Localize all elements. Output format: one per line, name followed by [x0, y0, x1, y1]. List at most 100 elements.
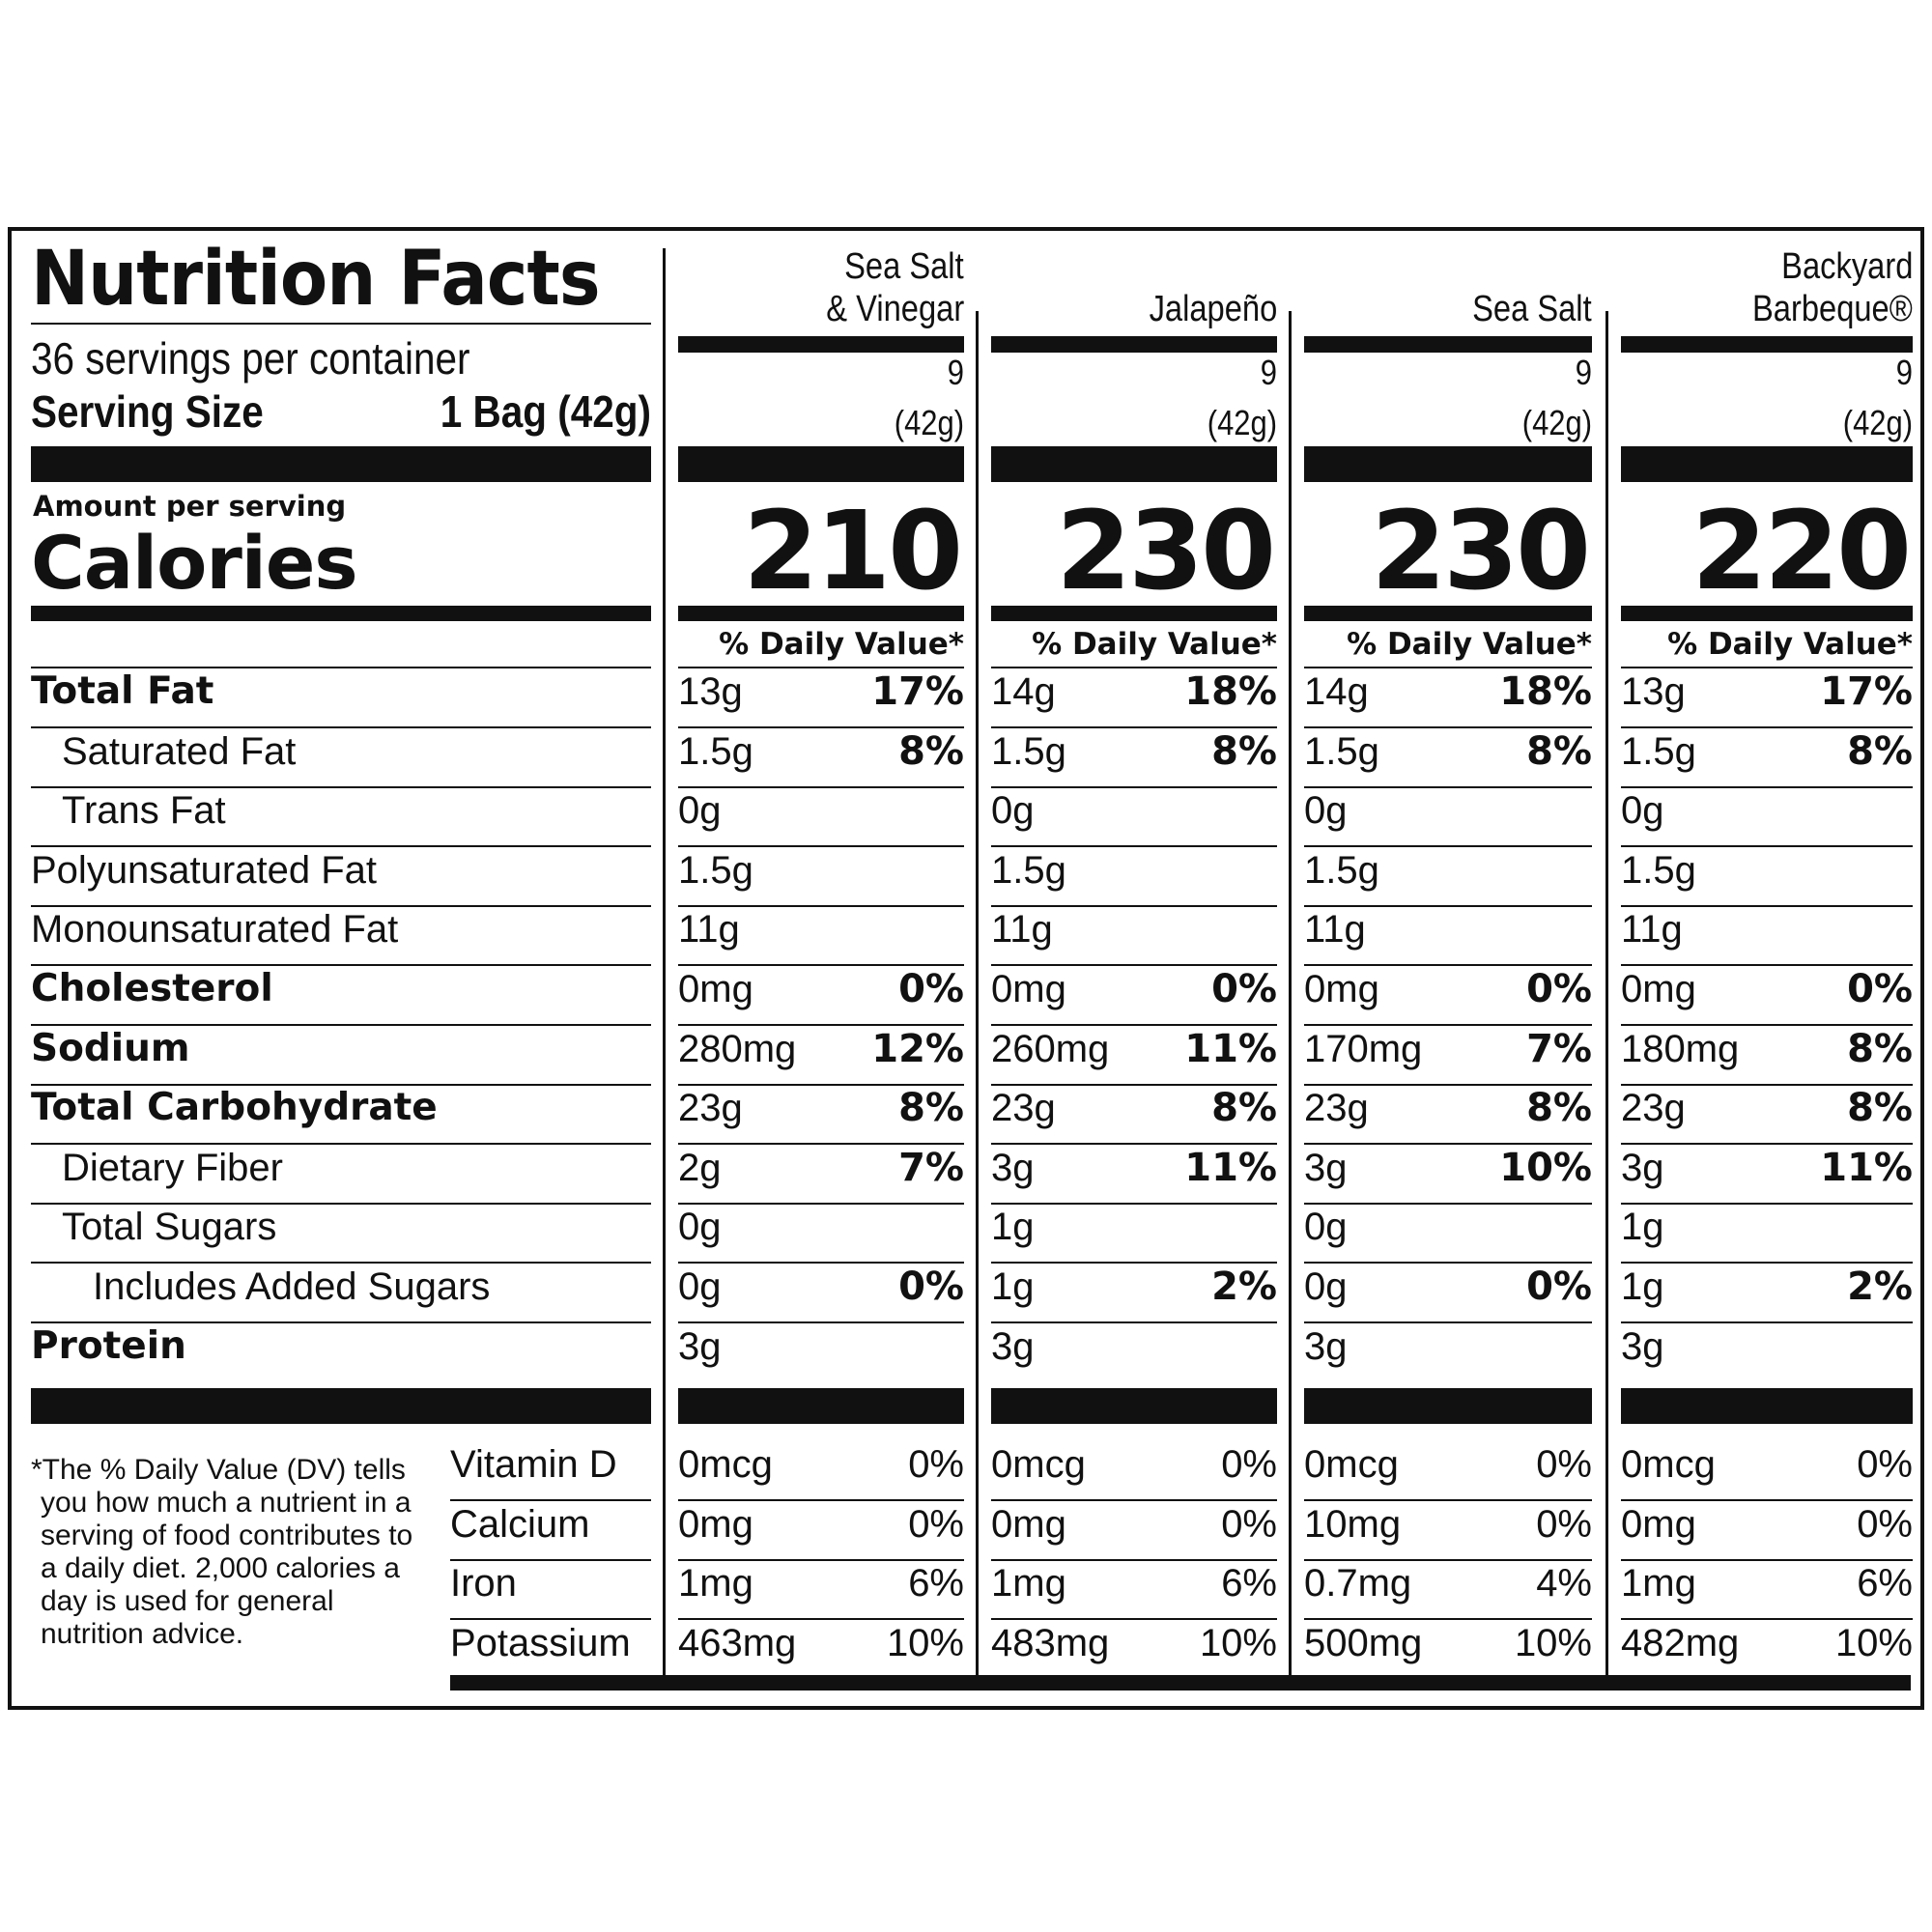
column-row-rule — [1621, 964, 1913, 967]
nutrient-amount: 1.5g — [1621, 848, 1696, 892]
nutrient-daily-value: 17% — [871, 669, 964, 714]
column-serving-bar — [1304, 446, 1592, 482]
column-name-line2: Sea Salt — [1472, 289, 1592, 329]
bottom-bar — [450, 1675, 1911, 1690]
column-row-rule — [1621, 785, 1913, 788]
nutrient-label: Total Carbohydrate — [31, 1086, 438, 1130]
column-vitamin-rule — [991, 1558, 1277, 1561]
nutrient-label: Cholesterol — [31, 967, 273, 1010]
nutrient-amount: 3g — [1304, 1146, 1348, 1189]
nutrient-label: Protein — [31, 1323, 186, 1368]
nutrient-amount: 1.5g — [991, 848, 1066, 892]
vitamin-daily-value: 0% — [1536, 1502, 1592, 1546]
column-row-rule — [1304, 964, 1592, 967]
column-dv-header: % Daily Value* — [1667, 627, 1913, 662]
row-rule — [31, 964, 651, 967]
nutrient-label: Monounsaturated Fat — [31, 908, 399, 952]
column-serving-bar — [678, 446, 964, 482]
column-row-rule — [678, 904, 964, 907]
nutrient-amount: 3g — [1621, 1324, 1664, 1368]
column-row-rule — [678, 845, 964, 848]
row-rule — [31, 904, 651, 907]
column-row-rule — [991, 964, 1277, 967]
column-name-line2: Jalapeño — [1149, 289, 1277, 329]
column-row-rule — [991, 845, 1277, 848]
nutrient-label: Trans Fat — [62, 789, 226, 833]
column-top-bar — [678, 336, 964, 353]
column-servings: 9 — [1575, 353, 1592, 392]
title-rule — [31, 323, 651, 325]
column-row-rule — [991, 1262, 1277, 1264]
nutrient-label: Saturated Fat — [62, 729, 297, 773]
row-rule — [31, 845, 651, 848]
nutrient-amount: 1g — [991, 1265, 1035, 1308]
nutrient-daily-value: 2% — [1211, 1264, 1277, 1309]
nutrient-daily-value: 11% — [1820, 1145, 1913, 1190]
column-serving-weight: (42g) — [894, 403, 964, 442]
vitamin-amount: 463mg — [678, 1621, 797, 1664]
column-row-rule — [1621, 1321, 1913, 1323]
serving-thick-bar — [31, 446, 651, 482]
column-vitamin-rule — [678, 1618, 964, 1621]
calories-bar — [31, 606, 651, 621]
nutrient-daily-value: 18% — [1184, 669, 1277, 714]
column-name-line2: Barbeque® — [1752, 289, 1913, 329]
column-row-rule — [1304, 1321, 1592, 1323]
column-row-rule — [678, 785, 964, 788]
row-rule — [31, 726, 651, 728]
nutrient-amount: 1.5g — [678, 848, 753, 892]
nutrient-amount: 23g — [1304, 1087, 1369, 1130]
nutrient-daily-value: 17% — [1820, 669, 1913, 714]
vitamin-daily-value: 0% — [1221, 1443, 1277, 1486]
nutrient-label: Includes Added Sugars — [93, 1265, 491, 1308]
column-row-rule — [678, 1202, 964, 1205]
nutrient-amount: 1.5g — [991, 729, 1066, 773]
column-row-rule — [1621, 1083, 1913, 1086]
nutrient-amount: 23g — [991, 1087, 1056, 1130]
vitamin-label: Potassium — [450, 1621, 631, 1664]
nutrient-daily-value: 0% — [1526, 967, 1592, 1011]
column-row-rule — [678, 1262, 964, 1264]
dv-header-rule — [31, 667, 651, 668]
column-row-rule — [1304, 726, 1592, 728]
nutrient-amount: 0g — [678, 789, 722, 833]
column-name-line1: Backyard — [1780, 246, 1913, 287]
row-rule — [31, 1143, 651, 1146]
column-vitamin-rule — [678, 1558, 964, 1561]
nutrient-daily-value: 0% — [1847, 967, 1913, 1011]
vitamin-rule — [450, 1499, 651, 1501]
vitamin-amount: 1mg — [1621, 1562, 1696, 1605]
vitamin-amount: 0mcg — [991, 1443, 1086, 1486]
column-row-rule — [991, 1143, 1277, 1146]
nutrient-amount: 11g — [678, 908, 740, 952]
nutrient-amount: 0g — [678, 1265, 722, 1308]
row-rule — [31, 785, 651, 788]
column-row-rule — [1304, 1024, 1592, 1026]
column-row-rule — [678, 964, 964, 967]
nutrient-amount: 2g — [678, 1146, 722, 1189]
column-row-rule — [1304, 904, 1592, 907]
nutrient-amount: 13g — [1621, 670, 1686, 713]
row-rule — [31, 1202, 651, 1205]
vitamin-rule — [450, 1558, 651, 1561]
calories-label: Calories — [31, 520, 358, 606]
vitamin-daily-value: 0% — [908, 1502, 964, 1546]
nutrient-daily-value: 11% — [1184, 1026, 1277, 1071]
column-calories-bar — [678, 606, 964, 621]
nutrient-amount: 180mg — [1621, 1027, 1740, 1070]
column-row-rule — [678, 1083, 964, 1086]
column-serving-weight: (42g) — [1842, 403, 1913, 442]
nutrient-amount: 11g — [991, 908, 1053, 952]
column-row-rule — [1304, 845, 1592, 848]
vitamin-daily-value: 10% — [1199, 1621, 1277, 1664]
nutrient-daily-value: 8% — [1526, 1086, 1592, 1131]
serving-size-value: 1 Bag (42g) — [440, 386, 651, 437]
nutrient-label: Total Sugars — [62, 1206, 277, 1249]
nutrient-amount: 23g — [1621, 1087, 1686, 1130]
nutrient-daily-value: 8% — [1211, 1086, 1277, 1131]
column-row-rule — [991, 785, 1277, 788]
nutrient-daily-value: 0% — [1211, 967, 1277, 1011]
column-row-rule — [1304, 1083, 1592, 1086]
nutrient-amount: 0g — [1621, 789, 1664, 833]
column-top-bar — [991, 336, 1277, 353]
